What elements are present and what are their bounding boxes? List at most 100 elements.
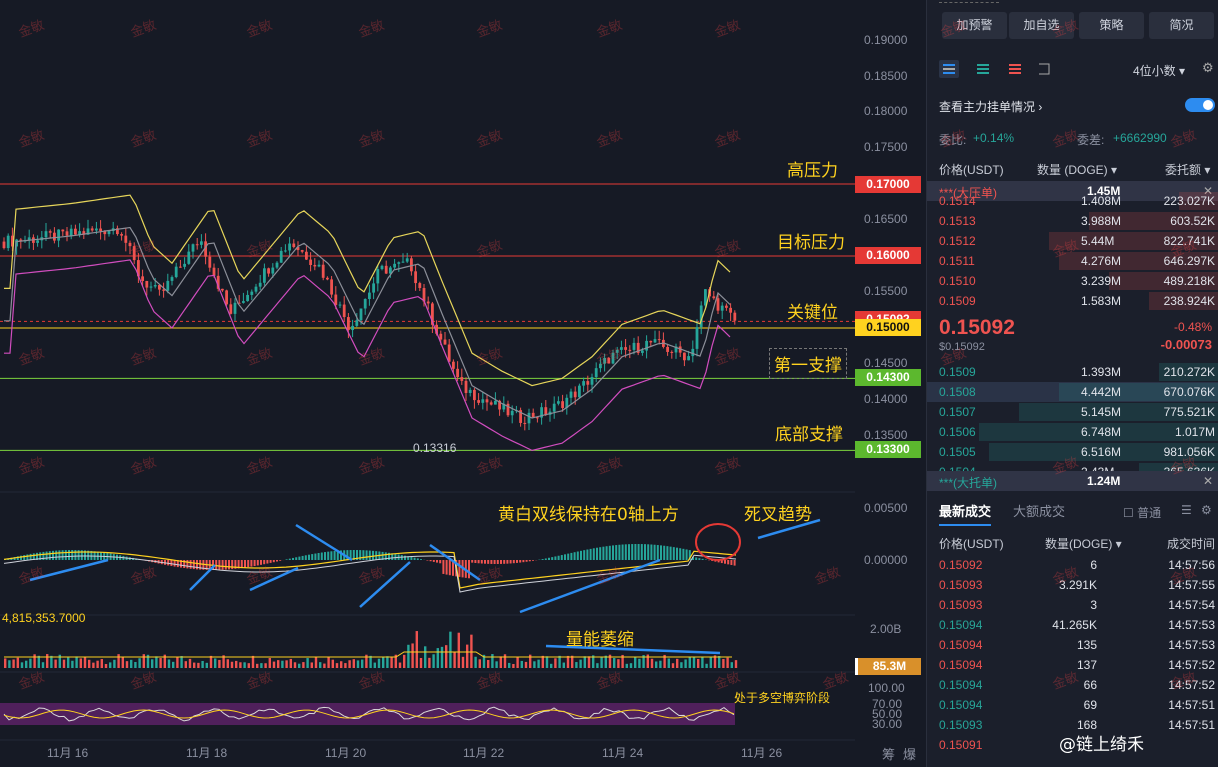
volume-bar (100, 659, 103, 668)
macd-histogram-bar (602, 546, 605, 560)
candle-body (137, 260, 140, 277)
volume-bar (571, 655, 574, 668)
big-bid-row[interactable]: ***(大托单) 1.24M ✕ (927, 471, 1218, 491)
bid-row[interactable]: 0.1507 5.145M 775.521K (927, 402, 1218, 422)
volume-bar (323, 663, 326, 668)
bid-row[interactable]: 0.1508 4.442M 670.076K (927, 382, 1218, 402)
volume-bar (701, 657, 704, 668)
price-tick: 0.17500 (864, 140, 908, 154)
decimals-select[interactable]: 4位小数 ▾ (1133, 64, 1186, 78)
book-asks-view-icon[interactable] (1005, 60, 1025, 78)
candle-body (36, 240, 39, 243)
candle-body (149, 286, 153, 288)
main-orders-link[interactable]: 查看主力挂单情况 › (939, 100, 1043, 114)
col-total-header[interactable]: 委托额 ▾ (1165, 163, 1211, 177)
volume-bar (4, 658, 7, 668)
volume-bar (146, 654, 150, 668)
volume-bar (327, 656, 330, 668)
macd-histogram-bar (231, 560, 234, 570)
bid-depth-bar (989, 443, 1218, 461)
volume-bar (373, 662, 376, 668)
volume-bar (159, 658, 162, 668)
book-both-view-icon[interactable] (939, 60, 959, 78)
close-icon[interactable]: ✕ (1203, 474, 1214, 488)
macd-histogram-bar (176, 560, 179, 568)
volume-bar (634, 656, 637, 668)
volume-bar (562, 662, 565, 668)
ask-price: 0.1511 (939, 254, 975, 268)
filter-icon[interactable]: ☰ (1181, 503, 1192, 517)
add-watchlist-button[interactable]: 加自选 (1009, 12, 1074, 39)
candle-body (82, 231, 86, 235)
volume-bar (260, 663, 263, 668)
macd-histogram-bar (420, 559, 422, 560)
chip-distribution-button[interactable]: 筹 (882, 747, 896, 762)
book-depth-view-icon[interactable] (1035, 60, 1055, 78)
ask-qty: 4.276M (1081, 254, 1122, 268)
overview-button[interactable]: 简况 (1149, 12, 1214, 39)
macd-histogram-bar (688, 550, 691, 560)
macd-histogram-bar (516, 560, 518, 563)
macd-histogram-bar (292, 557, 294, 560)
ask-row[interactable]: 0.1514 1.408M 223.027K (927, 191, 1218, 211)
trade-col-qty[interactable]: 数量(DOGE) ▾ (1045, 537, 1122, 551)
volume-bar (201, 660, 204, 668)
kline-chart[interactable]: 0.19000 0.18500 0.18000 0.17500 0.16500 … (0, 0, 926, 767)
price-tick: 0.14500 (864, 356, 908, 370)
ask-row[interactable]: 0.1510 3.239M 489.218K (927, 271, 1218, 291)
book-bids-view-icon[interactable] (973, 60, 993, 78)
macd-histogram-bar (234, 560, 237, 569)
macd-histogram-bar (554, 556, 557, 560)
macd-histogram-bar (352, 550, 355, 560)
chart-canvas[interactable] (0, 0, 926, 767)
candle-body (162, 289, 165, 291)
macd-histogram-bar (698, 558, 701, 560)
rsi-tick: 30.00 (872, 717, 903, 731)
candle-body (271, 267, 275, 274)
bid-row[interactable]: 0.1509 1.393M 210.272K (927, 362, 1218, 382)
candle-body (95, 228, 98, 231)
ask-row[interactable]: 0.1512 5.44M 822.741K (927, 231, 1218, 251)
macd-histogram-bar (727, 560, 730, 565)
candle-body (527, 412, 531, 424)
candle-body (557, 401, 560, 404)
candle-body (414, 271, 417, 284)
normal-filter-checkbox[interactable]: ☐ 普通 (1123, 506, 1162, 520)
main-orders-toggle[interactable] (1185, 98, 1215, 112)
volume-bar (50, 655, 53, 668)
bid-row[interactable]: 0.1506 6.748M 1.017M (927, 422, 1218, 442)
volume-bar (243, 662, 246, 668)
bid-row[interactable]: 0.1505 6.516M 981.056K (927, 442, 1218, 462)
candle-body (405, 258, 409, 262)
candle-body (628, 349, 632, 351)
liquidation-button[interactable]: 爆 (903, 747, 917, 762)
volume-bar (251, 655, 255, 668)
volume-bar (684, 659, 687, 668)
volume-bar (88, 659, 91, 668)
volume-bar (314, 657, 318, 668)
trade-qty: 137 (1076, 658, 1097, 672)
big-ask-row[interactable]: ***(大压单) 1.45M ✕ (927, 181, 1218, 201)
settings-icon[interactable]: ⚙ (1202, 60, 1214, 75)
bid-qty: 5.145M (1081, 405, 1122, 419)
macd-histogram-bar (628, 544, 630, 560)
close-icon[interactable]: ✕ (1203, 184, 1214, 198)
volume-bar (583, 656, 586, 668)
col-qty-header[interactable]: 数量 (DOGE) ▾ (1037, 163, 1118, 177)
tab-large-trades[interactable]: 大额成交 (1013, 504, 1066, 519)
volume-bar (352, 659, 355, 668)
trade-settings-icon[interactable]: ⚙ (1201, 503, 1212, 517)
trade-qty: 3.291K (1058, 578, 1097, 592)
macd-histogram-bar (391, 553, 394, 560)
ask-row[interactable]: 0.1511 4.276M 646.297K (927, 251, 1218, 271)
ask-row[interactable]: 0.1509 1.583M 238.924K (927, 291, 1218, 311)
macd-histogram-bar (215, 560, 218, 570)
ask-row[interactable]: 0.1513 3.988M 603.52K (927, 211, 1218, 231)
bid-qty: 6.516M (1081, 445, 1122, 459)
add-alert-button[interactable]: 加预警 (942, 12, 1007, 39)
macd-histogram-bar (653, 544, 656, 560)
rsi-tick: 70.00 (872, 697, 903, 711)
strategy-button[interactable]: 策略 (1079, 12, 1144, 39)
macd-histogram-bar (692, 556, 694, 560)
tab-latest-trades[interactable]: 最新成交 (939, 501, 992, 526)
